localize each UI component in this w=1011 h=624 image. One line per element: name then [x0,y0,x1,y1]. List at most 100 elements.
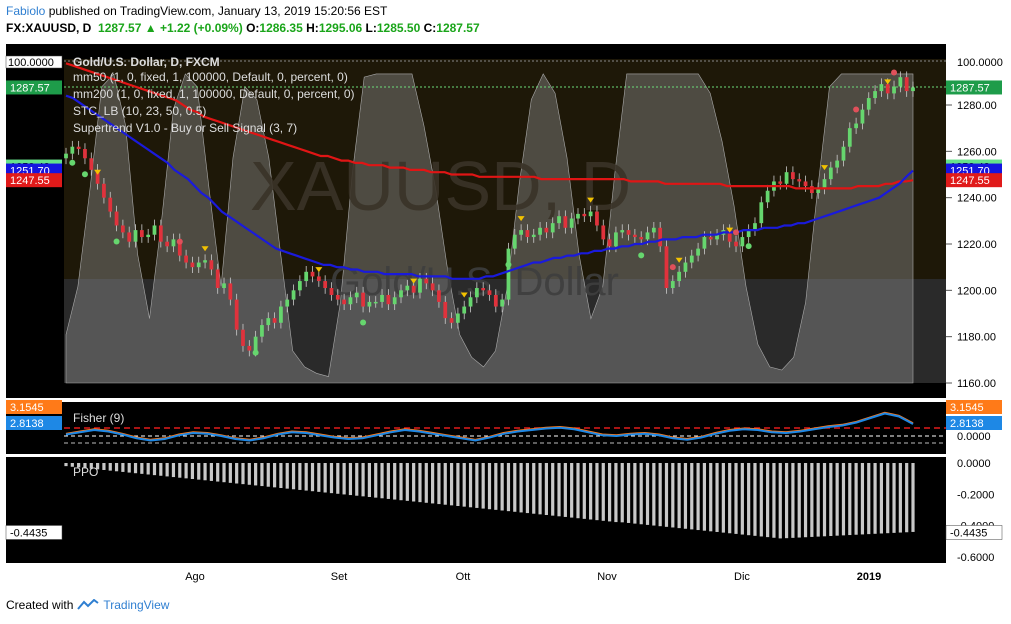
candle[interactable] [139,230,144,238]
candle[interactable] [266,318,271,326]
candle[interactable] [228,283,233,300]
candle[interactable] [569,218,574,228]
candle[interactable] [911,87,915,92]
candle[interactable] [765,190,770,203]
candle[interactable] [399,290,403,298]
candle[interactable] [481,288,486,291]
candle[interactable] [873,91,877,99]
candle[interactable] [386,294,391,305]
candle[interactable] [702,237,707,249]
candle[interactable] [83,149,87,159]
candle[interactable] [468,297,473,307]
candle[interactable] [595,211,599,226]
candle[interactable] [253,336,258,351]
tradingview-link[interactable]: TradingView [103,598,170,612]
candle[interactable] [683,262,688,272]
candle[interactable] [828,167,833,180]
candle[interactable] [76,146,81,150]
candle[interactable] [847,128,852,147]
candle[interactable] [241,329,245,346]
candle[interactable] [64,153,68,159]
candle[interactable] [361,292,365,307]
candle[interactable] [658,227,663,247]
candle[interactable] [474,288,479,298]
candle[interactable] [588,211,593,217]
candle[interactable] [493,294,498,307]
candle[interactable] [209,260,214,270]
candle[interactable] [443,301,448,319]
candle[interactable] [196,262,201,268]
candle[interactable] [449,318,454,323]
candle[interactable] [677,271,682,282]
candle[interactable] [279,306,283,323]
chart-area[interactable]: XAUUSD, D Gold/U.S. Dollar Gold/U.S. Dol… [0,0,1011,590]
candle[interactable] [203,260,207,263]
candle[interactable] [715,234,719,240]
candle[interactable] [746,230,751,238]
candle[interactable] [626,230,631,235]
candle[interactable] [102,183,106,198]
candle[interactable] [222,283,226,289]
legend-supertrend[interactable]: Supertrend V1.0 - Buy or Sell Signal (3,… [73,121,297,135]
fisher-line[interactable] [65,412,914,442]
candle[interactable] [108,197,113,212]
candle[interactable] [234,299,239,330]
candle[interactable] [866,98,871,110]
legend-stc[interactable]: STC_LB (10, 23, 50, 0.5) [73,104,206,118]
candle[interactable] [297,281,302,291]
candle[interactable] [904,77,909,92]
candle[interactable] [803,181,808,187]
candle[interactable] [89,158,94,170]
candle[interactable] [841,146,846,161]
candle[interactable] [348,297,353,305]
candle[interactable] [835,160,840,168]
candle[interactable] [582,213,587,217]
candle[interactable] [620,230,625,233]
candle[interactable] [531,234,536,238]
candle[interactable] [133,230,138,242]
candle[interactable] [759,202,764,224]
candle[interactable] [342,299,347,305]
candle[interactable] [247,345,252,351]
candle[interactable] [70,146,75,154]
author-link[interactable]: Fabiolo [6,4,46,18]
candle[interactable] [753,223,757,231]
candle[interactable] [538,227,542,235]
candle[interactable] [519,230,523,235]
candle[interactable] [601,225,606,240]
candle[interactable] [323,281,328,289]
candle[interactable] [462,306,467,314]
candle[interactable] [525,230,530,238]
candle[interactable] [177,239,182,256]
candle[interactable] [158,225,163,242]
legend-mm50[interactable]: mm50 (1, 0, fixed, 1, 100000, Default, 0… [73,70,348,84]
candle[interactable] [898,77,903,87]
mm200-line[interactable] [65,62,914,190]
candle[interactable] [430,283,435,291]
candle[interactable] [879,84,884,92]
mm50-line[interactable] [65,94,914,280]
candle[interactable] [632,234,637,238]
candle[interactable] [550,223,555,233]
candle[interactable] [544,227,549,233]
candle[interactable] [316,276,321,282]
candle[interactable] [329,288,334,295]
candle[interactable] [373,301,378,304]
candle[interactable] [784,172,789,184]
candle[interactable] [892,86,896,94]
candle[interactable] [285,299,290,307]
candle[interactable] [860,109,865,124]
candle[interactable] [639,237,644,240]
candle[interactable] [424,278,429,284]
candle[interactable] [506,248,511,300]
candle[interactable] [809,186,814,194]
candle[interactable] [437,290,441,302]
candle[interactable] [645,232,650,240]
candle[interactable] [310,271,315,277]
candle[interactable] [664,246,669,289]
candle[interactable] [791,172,795,180]
candle[interactable] [411,285,416,293]
candle[interactable] [114,211,119,226]
candle[interactable] [689,255,694,263]
candle[interactable] [670,281,675,289]
